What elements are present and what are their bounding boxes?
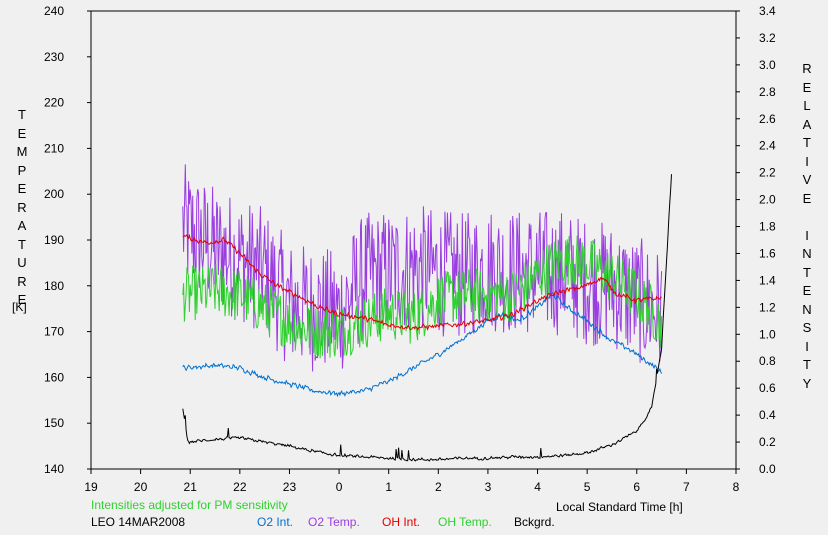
legend-o2-int: O2 Int. <box>257 515 294 529</box>
legend-oh-temp: OH Temp. <box>438 515 492 529</box>
x-tick-label: 20 <box>134 480 148 494</box>
x-tick-label: 5 <box>584 480 591 494</box>
right-tick-label: 0.0 <box>759 462 776 476</box>
x-tick-label: 22 <box>233 480 247 494</box>
right-tick-label: 1.0 <box>759 327 776 341</box>
right-tick-label: 2.2 <box>759 166 776 180</box>
left-tick-label: 180 <box>44 279 64 293</box>
series-line-oh-int- <box>182 233 662 332</box>
x-tick-label: 19 <box>84 480 98 494</box>
x-tick-label: 7 <box>683 480 690 494</box>
right-tick-label: 0.4 <box>759 408 776 422</box>
left-tick-label: 160 <box>44 370 64 384</box>
legend-oh-int: OH Int. <box>382 515 421 529</box>
right-tick-label: 0.2 <box>759 435 776 449</box>
right-tick-label: 0.8 <box>759 354 776 368</box>
series-layer <box>182 164 672 462</box>
left-tick-label: 170 <box>44 325 64 339</box>
x-tick-label: 21 <box>184 480 198 494</box>
left-tick-label: 240 <box>44 4 64 18</box>
x-tick-label: 8 <box>733 480 740 494</box>
right-tick-label: 1.2 <box>759 300 776 314</box>
x-tick-label: 4 <box>534 480 541 494</box>
left-tick-label: 150 <box>44 416 64 430</box>
x-tick-label: 1 <box>385 480 392 494</box>
left-tick-label: 190 <box>44 233 64 247</box>
right-tick-label: 2.4 <box>759 139 776 153</box>
left-tick-label: 220 <box>44 96 64 110</box>
right-tick-label: 0.6 <box>759 381 776 395</box>
series-line-oh-temp- <box>182 235 663 359</box>
right-tick-label: 2.8 <box>759 85 776 99</box>
left-tick-label: 200 <box>44 187 64 201</box>
x-tick-label: 3 <box>485 480 492 494</box>
left-tick-label: 230 <box>44 50 64 64</box>
pm-sensitivity-note: Intensities adjusted for PM sensitivity <box>91 498 288 512</box>
right-tick-label: 1.6 <box>759 246 776 260</box>
station-date-label: LEO 14MAR2008 <box>91 515 186 529</box>
right-tick-label: 2.0 <box>759 193 776 207</box>
right-tick-label: 1.4 <box>759 273 776 287</box>
x-tick-label: 6 <box>633 480 640 494</box>
axis-ticks <box>87 10 740 474</box>
right-tick-label: 3.2 <box>759 31 776 45</box>
right-tick-label: 3.0 <box>759 58 776 72</box>
right-tick-label: 1.8 <box>759 220 776 234</box>
left-tick-label: 140 <box>44 462 64 476</box>
series-line-bckgrd- <box>182 174 672 462</box>
x-tick-label: 23 <box>283 480 297 494</box>
right-tick-label: 2.6 <box>759 112 776 126</box>
legend-bckgrd: Bckgrd. <box>514 515 555 529</box>
x-tick-label: 0 <box>336 480 343 494</box>
series-line-o2-int- <box>182 292 663 398</box>
tick-labels: 1401501601701801902002102202302400.00.20… <box>44 4 776 494</box>
left-axis-unit: [K] <box>12 300 27 314</box>
x-axis-label: Local Standard Time [h] <box>556 500 683 514</box>
right-tick-label: 3.4 <box>759 4 776 18</box>
left-tick-label: 210 <box>44 141 64 155</box>
x-tick-label: 2 <box>435 480 442 494</box>
legend-o2-temp: O2 Temp. <box>308 515 360 529</box>
